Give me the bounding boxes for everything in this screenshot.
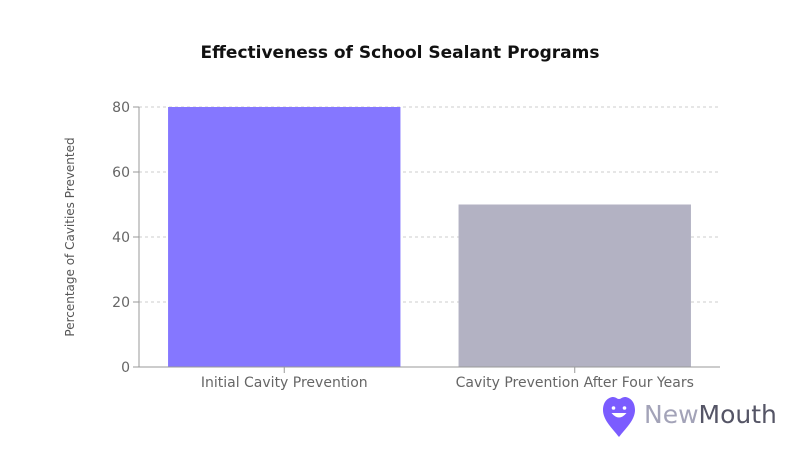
x-tick-label: Initial Cavity Prevention bbox=[201, 375, 368, 391]
brand-name: NewMouth bbox=[644, 400, 777, 429]
smiling-tooth-pin-icon bbox=[603, 397, 635, 437]
chart-title: Effectiveness of School Sealant Programs bbox=[201, 43, 600, 63]
y-axis-label: Percentage of Cavities Prevented bbox=[63, 137, 77, 336]
x-tick-label: Cavity Prevention After Four Years bbox=[456, 375, 694, 391]
newmouth-logo: NewMouth bbox=[603, 397, 777, 437]
brand-name-part1: New bbox=[644, 400, 699, 429]
bar bbox=[458, 204, 691, 367]
y-tick-label: 80 bbox=[112, 100, 130, 116]
y-tick-label: 20 bbox=[112, 295, 130, 311]
brand-name-part2: Mouth bbox=[699, 400, 777, 429]
y-tick-label: 0 bbox=[121, 360, 130, 376]
bars bbox=[168, 107, 691, 367]
x-tick-labels: Initial Cavity Prevention Cavity Preventi… bbox=[201, 367, 694, 391]
y-tick-label: 40 bbox=[112, 230, 130, 246]
y-tick-label: 60 bbox=[112, 165, 130, 181]
y-tick-labels: 0 20 40 60 80 bbox=[112, 100, 139, 376]
bar bbox=[168, 107, 401, 367]
